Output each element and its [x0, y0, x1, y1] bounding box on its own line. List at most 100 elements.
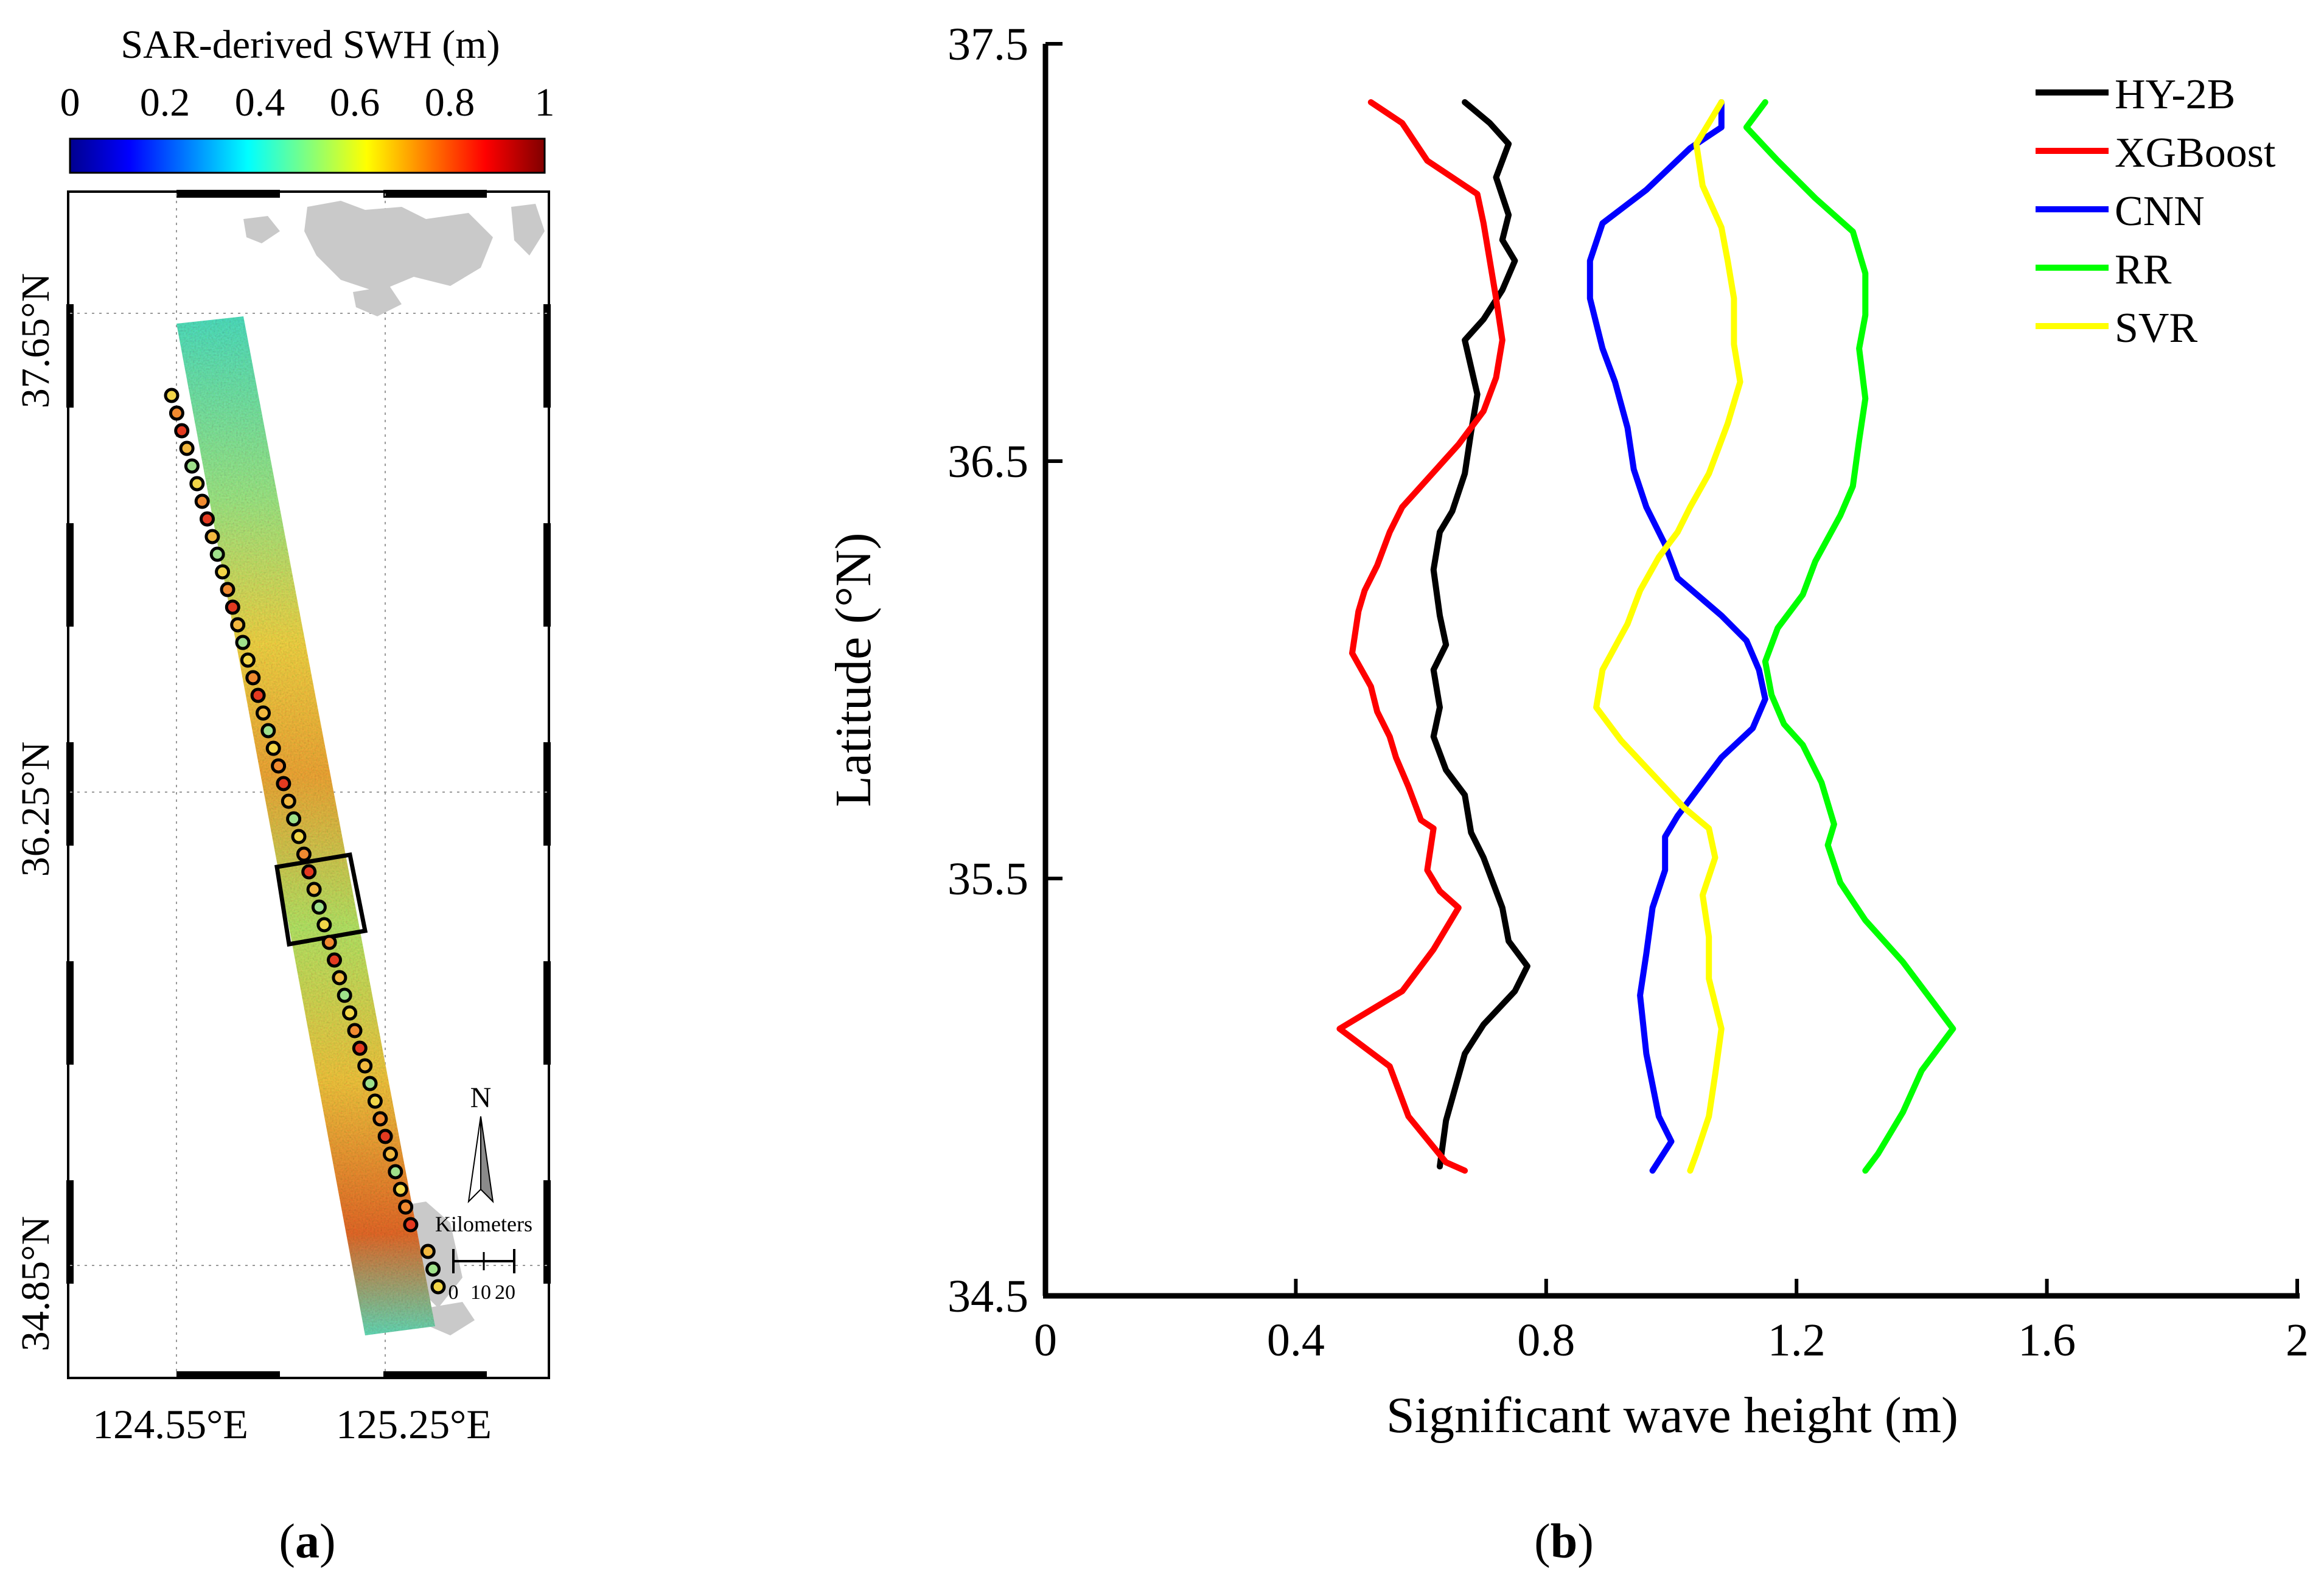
y-axis-label: Latitude (°N): [825, 532, 882, 807]
y-ticks: 34.5 35.5 36.5 37.5: [947, 19, 1063, 1322]
track-point: [398, 1199, 414, 1215]
series-line-cnn: [1586, 99, 1768, 1174]
track-point: [174, 423, 190, 439]
colorbar-tick-label: 0.8: [425, 80, 475, 125]
lon-tick-label: 125.25°E: [336, 1401, 492, 1447]
legend-label: HY-2B: [2115, 71, 2235, 118]
track-point: [204, 529, 220, 544]
panel-b-line-chart: 34.5 35.5 36.5 37.5 0 0.4 0.8 1.2 1.6 2 Latitude…: [825, 19, 2309, 1568]
legend: HY-2B XGBoost CNN RR SVR: [2036, 71, 2276, 352]
track-point: [276, 776, 291, 791]
track-point: [200, 511, 215, 527]
track-point: [430, 1279, 446, 1295]
x-tick-label: 2: [2286, 1315, 2309, 1366]
track-point: [296, 846, 312, 862]
track-point: [194, 493, 210, 509]
lon-tick-label: 124.55°E: [92, 1401, 248, 1447]
track-point: [164, 388, 180, 403]
legend-label: XGBoost: [2115, 130, 2276, 176]
x-axis-label: Significant wave height (m): [1386, 1387, 1958, 1444]
track-point: [347, 1023, 363, 1038]
track-point: [311, 899, 327, 915]
track-point: [420, 1244, 436, 1259]
track-point: [393, 1181, 408, 1197]
track-point: [362, 1076, 378, 1091]
north-arrow-label: N: [470, 1082, 492, 1114]
track-point: [250, 687, 266, 703]
x-tick-label: 0: [1034, 1315, 1057, 1366]
series-lines: [1336, 99, 1956, 1174]
x-tick-label: 1.6: [2018, 1315, 2076, 1366]
track-point: [286, 811, 302, 827]
track-point: [265, 740, 281, 756]
map-frame-segments: [66, 190, 551, 1379]
track-point: [189, 476, 205, 492]
legend-label: CNN: [2115, 188, 2205, 235]
track-point: [179, 440, 195, 456]
track-point: [215, 564, 231, 580]
track-point: [372, 1111, 388, 1127]
track-point: [256, 705, 271, 721]
track-point: [367, 1093, 383, 1109]
x-tick-label: 1.2: [1768, 1315, 1826, 1366]
scale-bar: Kilometers 0 10 20: [435, 1212, 532, 1304]
track-point: [337, 987, 352, 1003]
colorbar-tick-label: 1: [535, 80, 555, 125]
track-point: [321, 934, 337, 950]
colorbar-tick-labels: 0 0.2 0.4 0.6 0.8 1: [60, 80, 555, 125]
track-point: [271, 758, 287, 774]
x-ticks: 0 0.4 0.8 1.2 1.6 2: [1034, 1279, 2309, 1366]
track-point: [383, 1146, 398, 1162]
lat-tick-label: 34.85°N: [13, 1216, 58, 1352]
track-point: [169, 405, 184, 421]
track-point: [377, 1129, 393, 1144]
track-point: [245, 670, 261, 686]
study-box: [274, 852, 368, 947]
track-point: [220, 582, 236, 597]
track-point: [235, 635, 251, 650]
track-point: [225, 599, 240, 615]
series-line-xgboost: [1336, 99, 1506, 1174]
track-point: [209, 546, 225, 562]
x-tick-label: 0.8: [1517, 1315, 1575, 1366]
track-point: [357, 1058, 373, 1074]
panel-label-a: (a): [279, 1515, 335, 1568]
panel-a-map: SAR-derived SWH (m) 0 0.2 0.4 0.6 0.8 1: [13, 23, 555, 1568]
north-arrow: N: [467, 1082, 494, 1203]
y-tick-label: 34.5: [947, 1271, 1028, 1322]
x-tick-label: 0.4: [1267, 1315, 1325, 1366]
y-tick-label: 35.5: [947, 854, 1028, 905]
track-point: [425, 1261, 441, 1277]
legend-label: RR: [2115, 246, 2172, 293]
track-point: [388, 1164, 403, 1180]
colorbar-tick-label: 0.6: [330, 80, 380, 125]
track-point: [291, 829, 307, 844]
series-line-svr: [1593, 99, 1743, 1174]
lat-tick-label: 36.25°N: [13, 742, 58, 877]
track-point: [281, 793, 296, 809]
colorbar-tick-label: 0.4: [235, 80, 285, 125]
colorbar-tick-label: 0: [60, 80, 80, 125]
legend-label: SVR: [2115, 305, 2197, 352]
track-point: [260, 723, 276, 739]
track-point: [316, 917, 332, 933]
track-points: [164, 388, 446, 1295]
scale-bar-title: Kilometers: [435, 1212, 532, 1236]
track-point: [240, 652, 256, 668]
track-point: [306, 882, 322, 897]
panel-label-b: (b): [1534, 1515, 1594, 1568]
colorbar-tick-label: 0.2: [140, 80, 190, 125]
y-tick-label: 37.5: [947, 19, 1028, 70]
chart-axes: [1042, 44, 2300, 1299]
track-point: [327, 952, 342, 968]
track-point: [352, 1040, 368, 1056]
scale-bar-tick: 20: [495, 1281, 515, 1304]
track-point: [184, 458, 200, 474]
lat-tick-label: 37.65°N: [13, 273, 58, 409]
track-point: [332, 970, 347, 986]
track-point: [342, 1005, 358, 1021]
track-point: [403, 1217, 419, 1233]
scale-bar-tick: 0: [448, 1281, 459, 1304]
series-line-hy-2b: [1430, 99, 1530, 1170]
